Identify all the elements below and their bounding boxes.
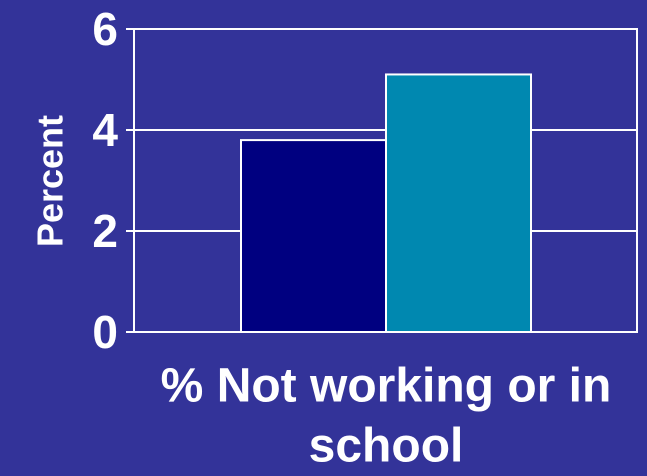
y-tick-label-2: 2 <box>92 205 118 257</box>
x-axis-title-line-2: school <box>309 420 464 473</box>
x-axis-title-line-1: % Not working or in <box>161 360 612 413</box>
y-tick-label-4: 4 <box>92 104 118 156</box>
bar-series-2 <box>385 73 532 333</box>
bar-series-1 <box>240 139 387 333</box>
bars <box>240 73 532 333</box>
x-axis-title: % Not working or in school <box>161 360 612 473</box>
y-tick-label-6: 6 <box>92 3 118 55</box>
plot-area-border <box>133 28 638 333</box>
y-tick-label-0: 0 <box>92 306 118 358</box>
y-axis-ticks: 0 2 4 6 <box>92 3 134 358</box>
y-axis-title: Percent <box>30 115 71 247</box>
